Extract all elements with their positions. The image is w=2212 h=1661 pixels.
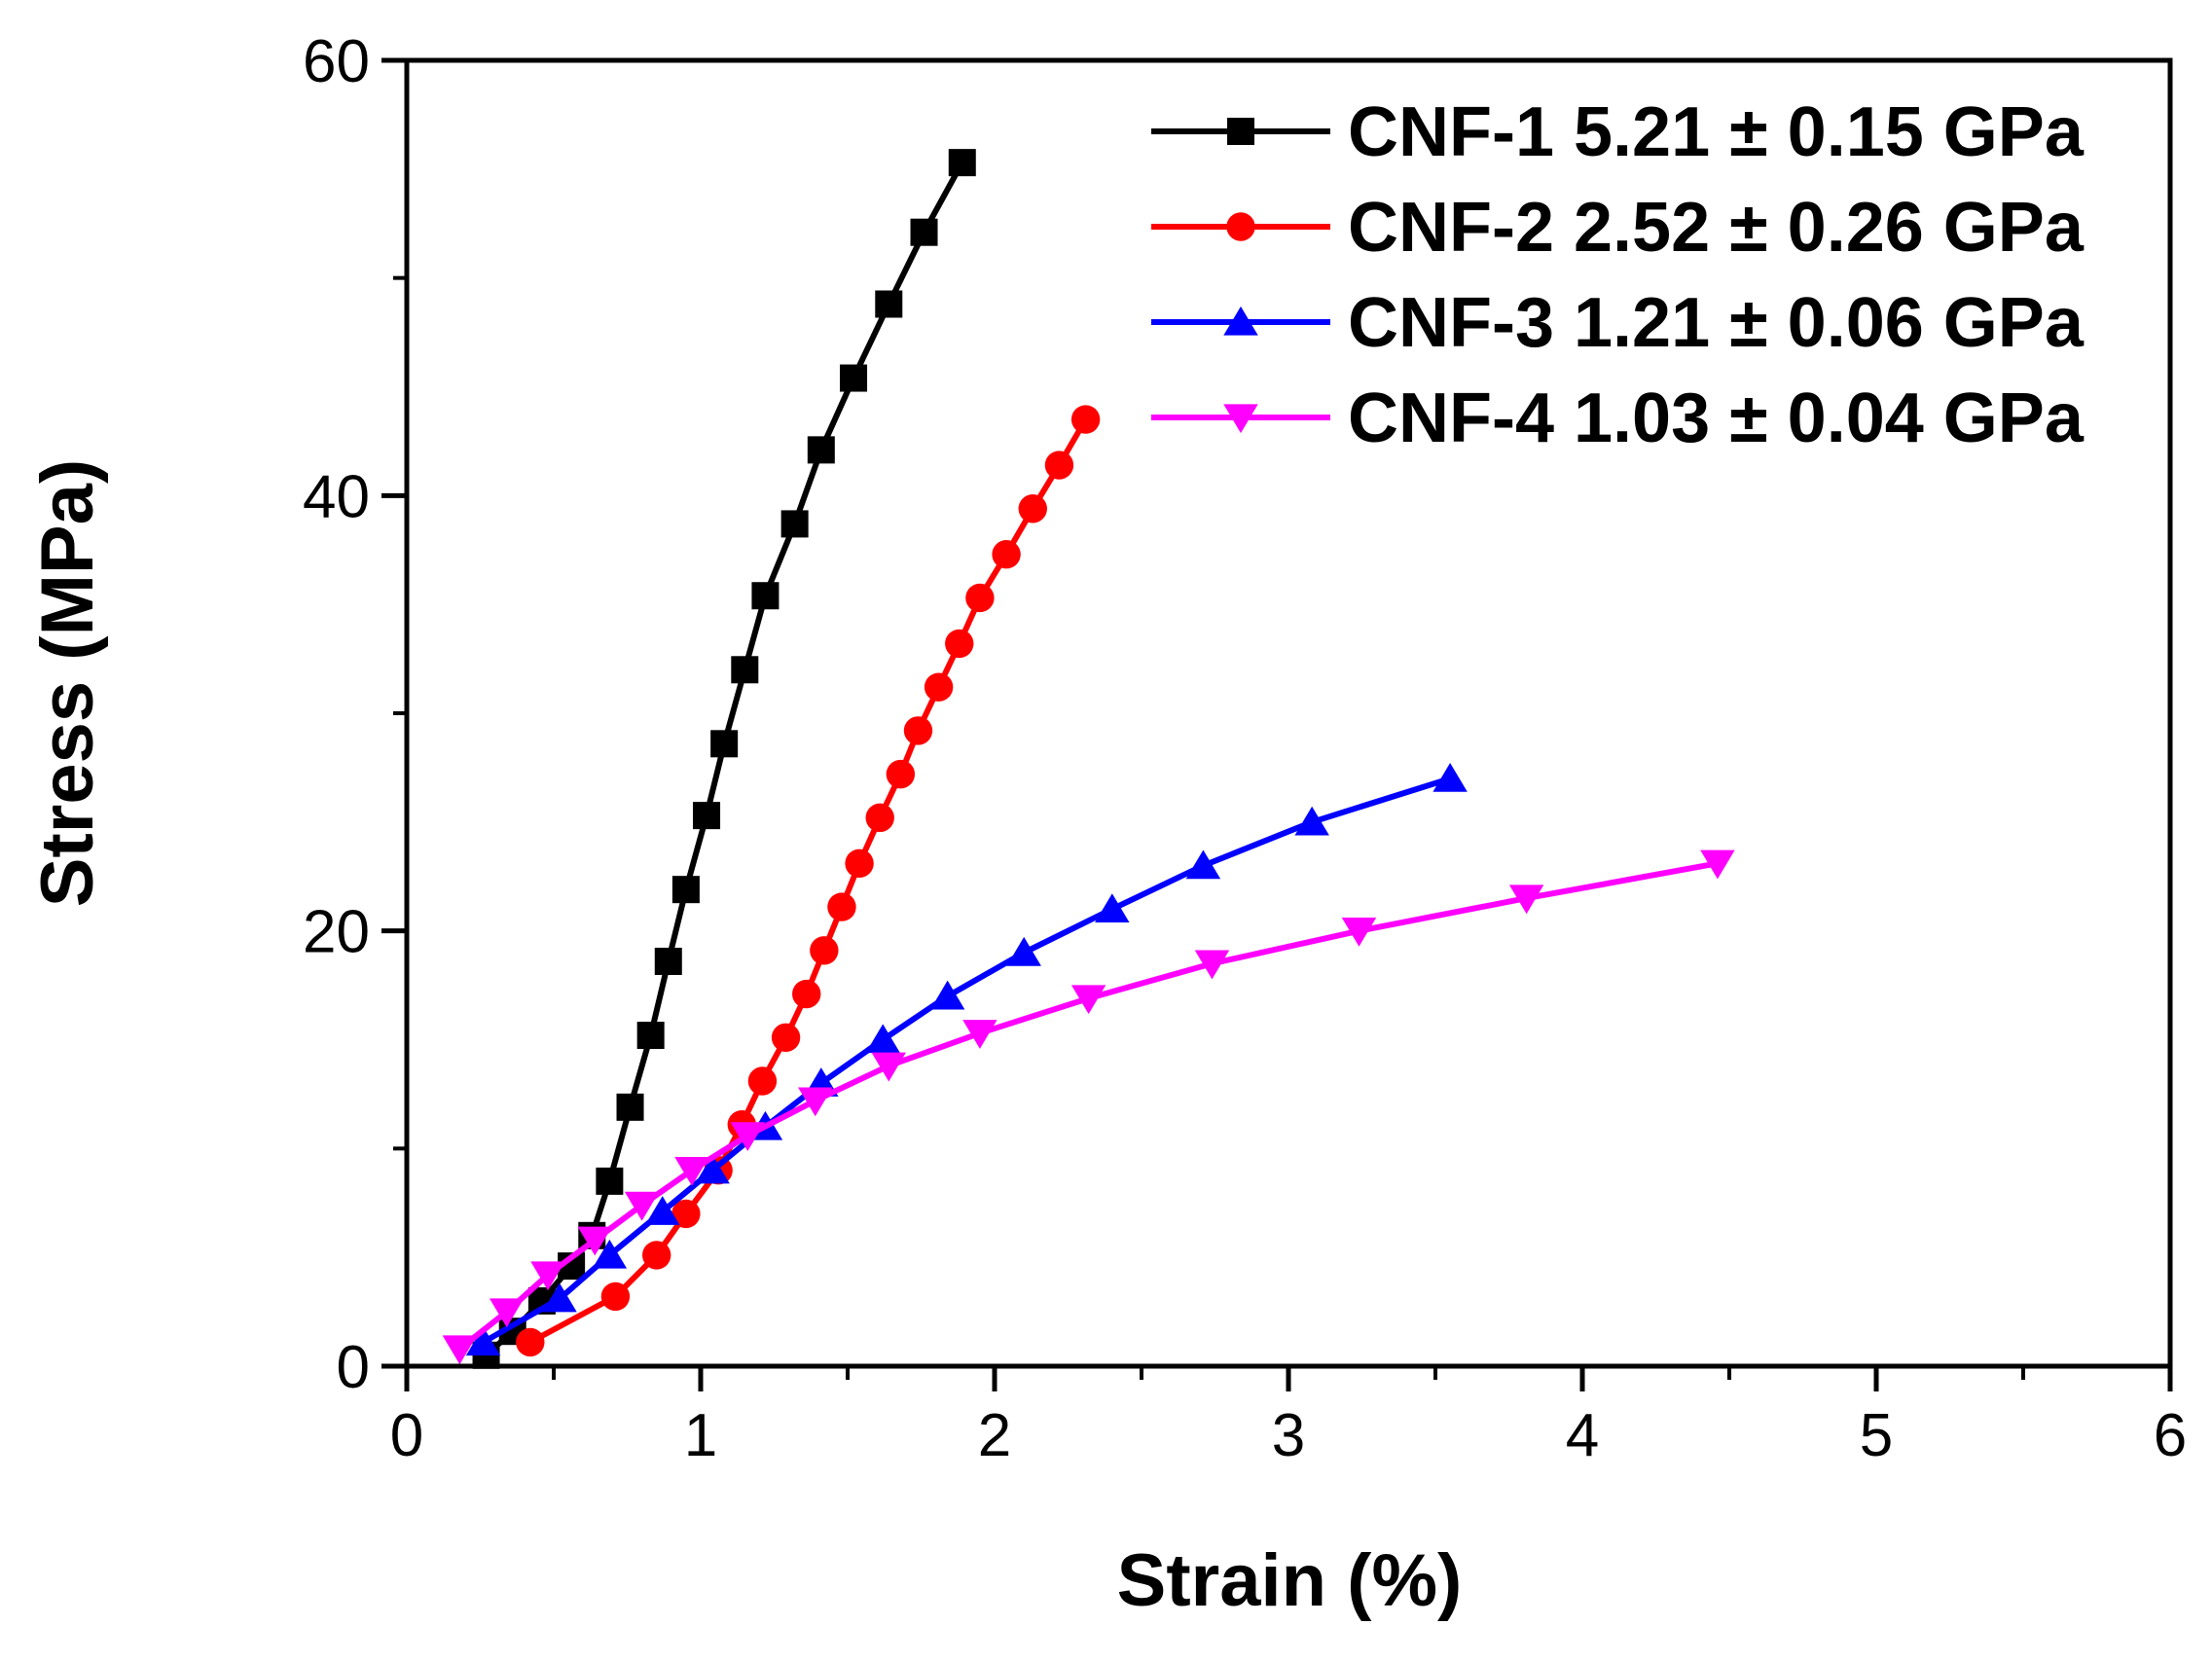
series-2-point: [792, 979, 821, 1009]
series-3-point: [645, 1196, 680, 1225]
series-1-point: [948, 149, 976, 177]
series-4-point: [962, 1020, 997, 1049]
series-1-point: [654, 947, 682, 975]
x-tick-label: 5: [1860, 1402, 1893, 1469]
y-axis-title: Stress (MPa): [26, 459, 109, 907]
series-2-point: [810, 936, 839, 965]
legend-label: CNF-4 1.03 ± 0.04 GPa: [1348, 379, 2085, 457]
series-2-point: [642, 1241, 671, 1270]
series-1-point: [596, 1167, 624, 1195]
y-tick-label: 20: [303, 899, 370, 966]
series-3-point: [1432, 763, 1468, 792]
series-2: [516, 405, 1101, 1357]
legend-marker: [1223, 404, 1258, 434]
series-2-point: [747, 1066, 778, 1096]
series-4-point: [489, 1298, 525, 1328]
legend-label: CNF-3 1.21 ± 0.06 GPa: [1348, 284, 2085, 362]
series-4-point: [798, 1087, 833, 1117]
series-2-line: [528, 417, 1089, 1346]
series-1-point: [751, 582, 780, 610]
plot-series: [442, 149, 1735, 1369]
series-2-point: [992, 540, 1021, 569]
series-4: [442, 849, 1735, 1365]
series-2-point: [1044, 451, 1074, 480]
series-3-point: [1006, 936, 1041, 966]
x-tick-label: 4: [1566, 1402, 1599, 1469]
series-2-point: [886, 759, 916, 789]
series-3-line: [482, 776, 1452, 1346]
series-4-point: [674, 1157, 709, 1186]
series-1-point: [875, 290, 903, 318]
series-2-point: [865, 803, 894, 833]
series-2-point: [1018, 494, 1047, 524]
series-4-point: [1341, 917, 1377, 947]
x-tick-label: 3: [1272, 1402, 1305, 1469]
series-4-point: [1070, 985, 1106, 1015]
legend-marker: [1226, 212, 1255, 241]
series-1-point: [910, 218, 938, 246]
series-2-point: [945, 629, 974, 659]
series-4-point: [577, 1226, 612, 1256]
series-4-point: [730, 1122, 766, 1152]
series-1-point: [840, 364, 868, 392]
series-1-point: [636, 1022, 665, 1050]
x-tick-label: 2: [978, 1402, 1011, 1469]
series-3-point: [1294, 806, 1329, 836]
series-4-point: [530, 1261, 565, 1291]
series-4-point: [871, 1052, 906, 1082]
legend-entry-4: CNF-4 1.03 ± 0.04 GPa: [1151, 379, 2085, 457]
legend-label: CNF-2 2.52 ± 0.26 GPa: [1348, 189, 2085, 267]
series-2-point: [827, 892, 856, 921]
series-2-point: [671, 1199, 701, 1229]
legend-entry-3: CNF-3 1.21 ± 0.06 GPa: [1151, 284, 2085, 362]
x-tick-label: 1: [684, 1402, 717, 1469]
series-2-point: [845, 849, 874, 879]
series-2-point: [516, 1327, 545, 1357]
series-3-point: [1185, 849, 1221, 880]
series-2-point: [903, 716, 933, 745]
legend: CNF-1 5.21 ± 0.15 GPa CNF-2 2.52 ± 0.26 G…: [1151, 93, 2085, 457]
series-2-point: [600, 1282, 631, 1312]
series-3-point: [1095, 893, 1130, 922]
y-tick-label: 40: [303, 463, 370, 530]
series-4-point: [1508, 885, 1544, 915]
series-4-point: [1700, 849, 1735, 880]
x-tick-label: 0: [390, 1402, 423, 1469]
series-2-point: [771, 1023, 801, 1052]
series-1-point: [807, 436, 835, 464]
series-4-point: [624, 1191, 660, 1221]
series-1-point: [693, 802, 721, 830]
legend-entry-1: CNF-1 5.21 ± 0.15 GPa: [1151, 93, 2085, 171]
series-4-point: [442, 1335, 478, 1365]
legend-entry-2: CNF-2 2.52 ± 0.26 GPa: [1151, 189, 2085, 267]
series-2-point: [965, 583, 995, 613]
legend-marker: [1227, 118, 1254, 145]
series-1-point: [710, 730, 739, 758]
series-1-point: [731, 656, 759, 684]
y-tick-label: 60: [303, 28, 370, 95]
series-2-point: [924, 672, 954, 702]
series-3-point: [592, 1239, 628, 1269]
series-1-point: [671, 876, 700, 904]
y-tick-label: 0: [337, 1334, 370, 1401]
series-3-point: [929, 980, 965, 1010]
series-1-point: [780, 510, 809, 538]
series-2-point: [1070, 405, 1101, 434]
series-3-point: [465, 1326, 501, 1356]
series-3-point: [542, 1282, 577, 1313]
x-axis-title: Strain (%): [1117, 1539, 1463, 1622]
series-3-point: [695, 1154, 730, 1184]
series-4-point: [1194, 950, 1230, 980]
x-tick-label: 6: [2154, 1402, 2187, 1469]
series-1-point: [616, 1093, 644, 1121]
legend-marker: [1223, 306, 1258, 336]
series-3-point: [865, 1024, 900, 1054]
legend-label: CNF-1 5.21 ± 0.15 GPa: [1348, 93, 2085, 171]
